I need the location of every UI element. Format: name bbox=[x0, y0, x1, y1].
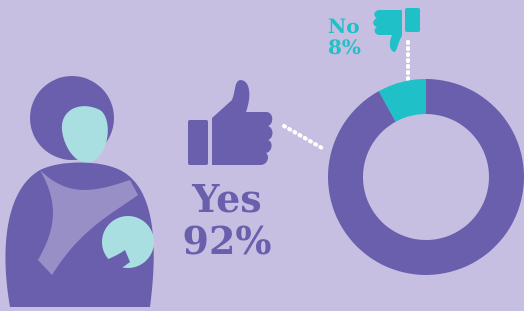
value-label: 8% bbox=[328, 35, 361, 59]
infographic: No 8% Yes 92% bbox=[0, 0, 524, 307]
value-label: 92% bbox=[183, 218, 272, 263]
category-label: Yes bbox=[191, 176, 261, 221]
page: {"chart_data": {"type": "donut", "catego… bbox=[0, 0, 524, 307]
